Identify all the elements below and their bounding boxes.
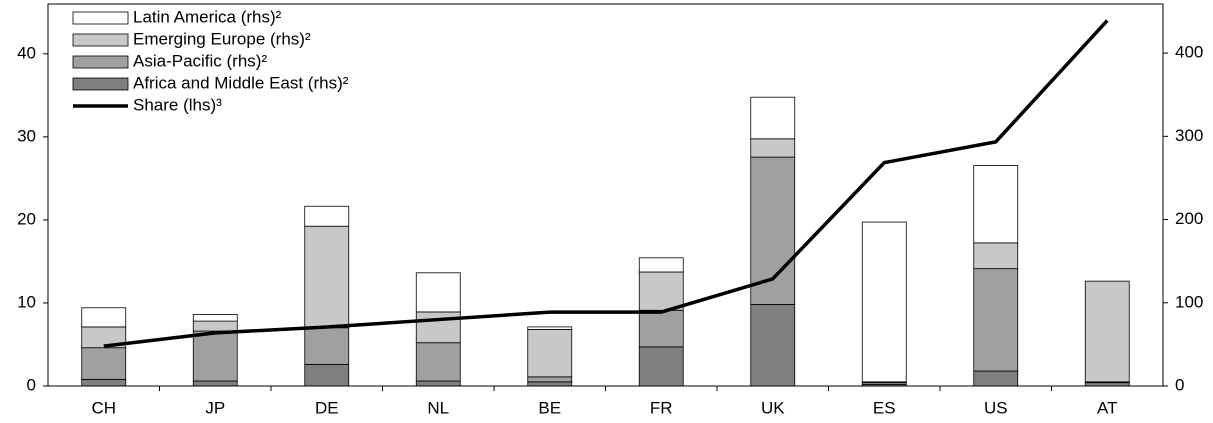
x-tick-label: AT [1097,398,1117,417]
bar-segment [750,138,796,158]
legend-label: Share (lhs)³ [133,95,222,114]
bar-segment [304,363,350,387]
bar-segment [415,311,461,344]
y-tick-label: 10 [17,292,36,311]
y2-tick-label: 200 [1175,209,1203,228]
y-tick-label: 0 [27,375,36,394]
bar-segment [415,380,461,387]
bar-segment [527,376,573,383]
x-tick-label: ES [873,398,896,417]
y2-tick-label: 400 [1175,43,1203,62]
bar-segment [192,380,238,387]
bar-segment [81,347,127,380]
bar-segment [973,370,1019,387]
x-tick-label: JP [205,398,225,417]
y-tick-label: 40 [17,43,36,62]
legend-swatch [72,33,129,47]
bar-segment [750,96,796,140]
x-tick-label: US [984,398,1008,417]
x-tick-label: DE [315,398,339,417]
bar-segment [638,346,684,387]
legend-label: Africa and Middle East (rhs)² [133,73,349,92]
y-tick-label: 30 [17,126,36,145]
legend-swatch [72,77,129,91]
legend-label: Asia-Pacific (rhs)² [133,51,267,70]
bar-segment [638,257,684,273]
y2-tick-label: 300 [1175,126,1203,145]
bar-segment [81,378,127,387]
bar-segment [973,165,1019,244]
y2-tick-label: 100 [1175,292,1203,311]
bar-segment [527,329,573,378]
bar-segment [304,205,350,227]
bar-segment [973,268,1019,372]
legend-swatch [72,11,129,25]
legend-swatch [72,55,129,69]
bar-segment [304,225,350,329]
bar-segment [415,272,461,313]
bar-segment [415,342,461,382]
bar-segment [1084,280,1130,383]
bar-segment [192,320,238,332]
bar-segment [527,326,573,330]
bar-segment [527,381,573,387]
plot-frame [47,3,1164,387]
bar-segment [973,242,1019,270]
bar-segment [638,309,684,348]
x-tick-label: FR [650,398,673,417]
y2-tick-label: 0 [1175,375,1184,394]
line [103,19,1109,348]
bar-segment [638,271,684,311]
legend-label: Emerging Europe (rhs)² [133,29,311,48]
x-tick-label: BE [538,398,561,417]
bar-segment [192,314,238,322]
x-tick-label: NL [427,398,449,417]
y-tick-label: 20 [17,209,36,228]
x-tick-label: UK [761,398,785,417]
x-tick-label: CH [91,398,116,417]
bar-segment [304,327,350,365]
bar-segment [192,330,238,382]
legend-label: Latin America (rhs)² [133,7,282,26]
bar-segment [81,307,127,328]
bar-segment [861,221,907,383]
bar-segment [750,304,796,387]
